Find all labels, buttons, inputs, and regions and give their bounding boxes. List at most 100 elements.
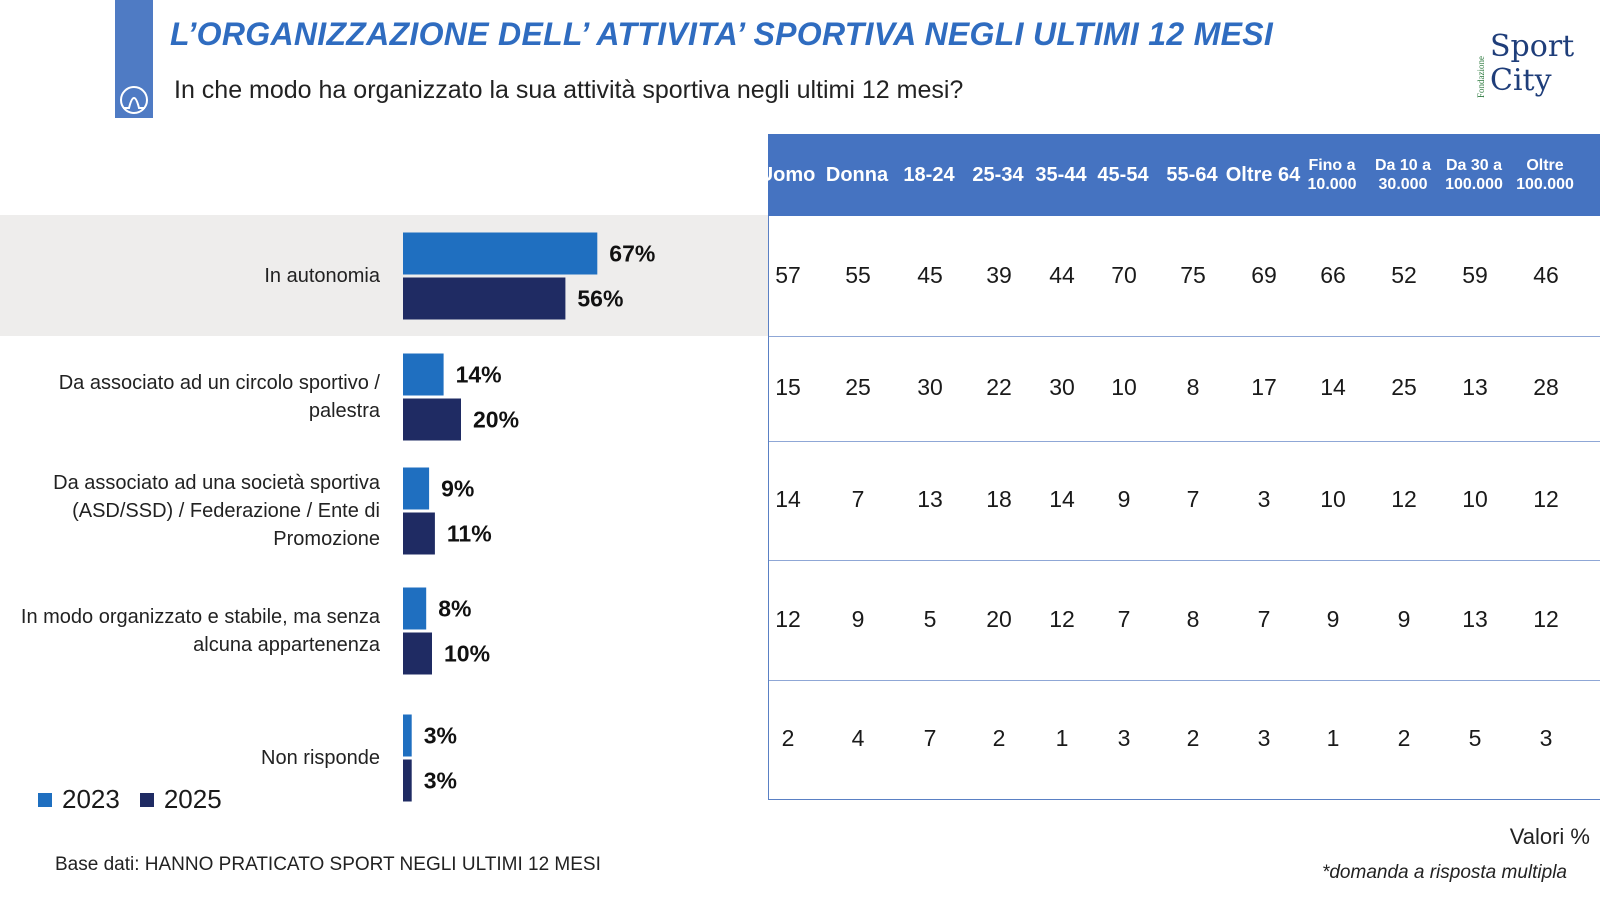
bar-2025-row-4 (403, 632, 432, 675)
bar-2023-row-1 (403, 232, 598, 275)
brand-small-text: Fondazione (1476, 56, 1486, 98)
table-cell-r1-c6: 70 (1111, 262, 1137, 288)
table-cell-r2-c4: 22 (986, 374, 1012, 400)
table-cell-r1-c5: 44 (1049, 262, 1075, 288)
table-cell-r1-c3: 45 (917, 262, 943, 288)
value-label-2023-row-4: 8% (438, 596, 471, 622)
table-cell-r3-c11: 10 (1462, 486, 1488, 512)
value-label-2023-row-5: 3% (424, 723, 457, 749)
table-cell-r5-c6: 3 (1117, 725, 1131, 751)
category-label-row-1: In autonomia (264, 265, 380, 287)
value-label-2025-row-3: 11% (447, 521, 492, 547)
table-cell-r2-c1: 15 (775, 374, 801, 400)
table-cell-r5-c2: 4 (851, 725, 865, 751)
legend-item-2023: 2023 (38, 784, 120, 815)
column-header-5: 35-44 (1035, 164, 1087, 186)
table-header: Uomo Donna 18-24 25-34 35-44 45-54 55-64 Oltre … (759, 134, 1600, 216)
table-cell-r3-c4: 18 (986, 486, 1012, 512)
title-accent-bar (115, 0, 153, 118)
brand-line-1: Sport (1490, 29, 1575, 64)
data-base-note: Base dati: HANNO PRATICATO SPORT NEGLI U… (55, 854, 601, 875)
legend-swatch-2025 (139, 792, 154, 807)
table-cell-r3-c1: 14 (775, 486, 801, 512)
table-cell-r4-c12: 12 (1533, 606, 1559, 632)
column-header-10: Da 10 a 30.000 (1374, 156, 1432, 193)
unit-note: Valori % (1509, 824, 1590, 849)
table-cell-r4-c8: 7 (1257, 606, 1271, 632)
bar-2025-row-5 (403, 759, 412, 802)
value-label-2023-row-1: 67% (609, 241, 655, 267)
table-cell-r4-c1: 12 (775, 606, 801, 632)
bar-chart: 67% 56% 14% 20% 9% 11% 8% 10% 3% 3% (403, 232, 655, 802)
table-cell-r1-c10: 52 (1391, 262, 1417, 288)
column-header-3: 18-24 (903, 164, 955, 186)
category-label-row-4: In modo organizzato e stabile, ma senza … (20, 606, 380, 656)
table-cell-r3-c3: 13 (917, 486, 943, 512)
table-cell-r2-c3: 30 (917, 374, 943, 400)
page-subtitle: In che modo ha organizzato la sua attivi… (174, 76, 964, 104)
column-header-1: Uomo (758, 164, 816, 186)
value-label-2025-row-1: 56% (577, 286, 623, 312)
table-cell-r4-c11: 13 (1462, 606, 1488, 632)
table-cell-r1-c8: 69 (1251, 262, 1277, 288)
column-header-9: Fino a 10.000 (1307, 156, 1357, 193)
bar-2023-row-4 (403, 587, 427, 630)
data-table: 57 55 45 39 44 70 75 69 66 52 59 46 15 25 30 22 30 10 8 17 1… (768, 216, 1600, 800)
table-cell-r4-c3: 5 (923, 606, 937, 632)
bar-2023-row-5 (403, 714, 412, 757)
table-cell-r5-c11: 5 (1468, 725, 1482, 751)
page-title: L’ORGANIZZAZIONE DELL’ ATTIVITA’ SPORTIV… (170, 16, 1274, 52)
table-row-divider-4 (769, 680, 1600, 681)
table-cell-r4-c5: 12 (1049, 606, 1075, 632)
table-cell-r3-c10: 12 (1391, 486, 1417, 512)
table-cell-r4-c9: 9 (1326, 606, 1340, 632)
table-cell-r2-c12: 28 (1533, 374, 1559, 400)
table-row-divider-2 (769, 441, 1600, 442)
table-cell-r5-c10: 2 (1397, 725, 1411, 751)
table-cell-r4-c2: 9 (851, 606, 865, 632)
highlighted-row-background (0, 215, 768, 336)
bar-2025-row-2 (403, 398, 461, 441)
table-cell-r1-c12: 46 (1533, 262, 1559, 288)
value-label-2023-row-2: 14% (456, 362, 502, 388)
table-cell-r2-c11: 13 (1462, 374, 1488, 400)
table-cell-r2-c10: 25 (1391, 374, 1417, 400)
table-cell-r4-c10: 9 (1397, 606, 1411, 632)
legend-label-2023: 2023 (62, 784, 120, 814)
table-cell-r1-c11: 59 (1462, 262, 1488, 288)
table-cell-r2-c6: 10 (1111, 374, 1137, 400)
arch-logo-icon (120, 86, 148, 114)
table-cell-r5-c8: 3 (1257, 725, 1271, 751)
multiple-answer-note: *domanda a risposta multipla (1321, 862, 1567, 883)
column-header-11: Da 30 a 100.000 (1445, 156, 1503, 193)
value-label-2025-row-4: 10% (444, 641, 490, 667)
category-label-row-5: Non risponde (261, 747, 380, 769)
column-header-2: Donna (825, 164, 889, 186)
column-header-6: 45-54 (1097, 164, 1149, 186)
bar-2023-row-3 (403, 467, 430, 510)
column-header-8: Oltre 64 (1225, 164, 1301, 186)
table-cell-r4-c7: 8 (1186, 606, 1200, 632)
brand-logo: Fondazione Sport City (1476, 30, 1586, 110)
column-header-7: 55-64 (1166, 164, 1218, 186)
table-cell-r3-c9: 10 (1320, 486, 1346, 512)
bar-2023-row-2 (403, 353, 444, 396)
table-cell-r5-c3: 7 (923, 725, 937, 751)
value-label-2025-row-2: 20% (473, 407, 519, 433)
table-cell-r1-c2: 55 (845, 262, 871, 288)
table-cell-r5-c1: 2 (781, 725, 795, 751)
legend-item-2025: 2025 (139, 784, 222, 815)
table-cell-r1-c1: 57 (775, 262, 801, 288)
table-cell-r2-c9: 14 (1320, 374, 1346, 400)
table-cell-r3-c7: 7 (1186, 486, 1200, 512)
table-cell-r5-c12: 3 (1539, 725, 1553, 751)
table-cell-r5-c9: 1 (1326, 725, 1340, 751)
table-cell-r3-c6: 9 (1117, 486, 1131, 512)
table-cell-r4-c4: 20 (986, 606, 1012, 632)
table-cell-r1-c9: 66 (1320, 262, 1346, 288)
chart-legend: 2023 2025 (38, 784, 242, 815)
table-row-divider-3 (769, 560, 1600, 561)
bar-2025-row-1 (403, 277, 566, 320)
brand-line-2: City (1490, 63, 1552, 98)
value-label-2025-row-5: 3% (424, 768, 457, 794)
